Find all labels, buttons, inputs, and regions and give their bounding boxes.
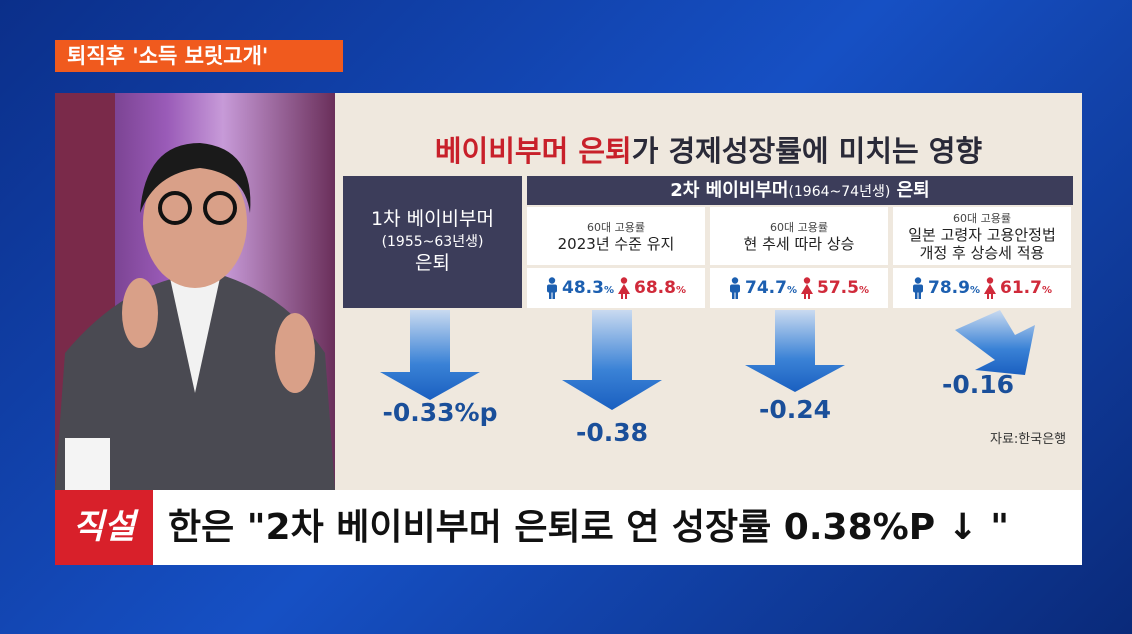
female-rate: 68.8% (634, 278, 686, 298)
header-main: 2차 베이비부머 (670, 180, 789, 201)
scenario-label: 현 추세 따라 상승 (743, 235, 855, 253)
stats-box: 78.9% 61.7% (893, 268, 1071, 308)
male-value: 78.9 (928, 278, 970, 298)
male-icon (730, 277, 741, 299)
male-value: 48.3 (562, 278, 604, 298)
scenario-box: 60대 고용률 2023년 수준 유지 (527, 207, 705, 265)
effect-value: -0.33%p (382, 398, 498, 427)
first-gen-line: (1955~63년생) (381, 233, 484, 250)
male-unit: % (786, 285, 797, 296)
female-rate: 57.5% (817, 278, 869, 298)
scenario-small: 60대 고용률 (587, 221, 645, 234)
effect-value: -0.16 (941, 370, 1015, 399)
presenter (55, 93, 335, 490)
scenario-box: 60대 고용률 현 추세 따라 상승 (710, 207, 888, 265)
scenario-label: 2023년 수준 유지 (557, 235, 675, 253)
scenario-box: 60대 고용률 일본 고령자 고용안정법 개정 후 상승세 적용 (893, 207, 1071, 265)
male-value: 74.7 (745, 278, 787, 298)
scenario-label: 개정 후 상승세 적용 (919, 244, 1045, 262)
topic-tag: 퇴직후 '소득 보릿고개' (55, 40, 343, 72)
stats-box: 74.7% 57.5% (710, 268, 888, 308)
source: 자료:한국은행 (990, 432, 1067, 447)
female-unit: % (1041, 285, 1052, 296)
female-value: 61.7 (1000, 278, 1042, 298)
headline-text: 한은 "2차 베이비부머 은퇴로 연 성장률 0.38%P ↓ " (168, 507, 1010, 548)
arrows (380, 310, 1035, 410)
female-icon (801, 277, 813, 299)
effect-value: -0.24 (758, 395, 832, 424)
header-end: 은퇴 (896, 180, 930, 201)
male-icon (547, 277, 558, 299)
male-rate: 78.9% (928, 278, 980, 298)
stats-box: 48.3% 68.8% (527, 268, 705, 308)
male-rate: 48.3% (562, 278, 614, 298)
scenario-label: 일본 고령자 고용안정법 (908, 226, 1056, 244)
female-unit: % (858, 285, 869, 296)
female-icon (984, 277, 996, 299)
male-rate: 74.7% (745, 278, 797, 298)
male-unit: % (969, 285, 980, 296)
header-years: (1964~74년생) (788, 184, 891, 200)
first-gen-box: 1차 베이비부머 (1955~63년생) 은퇴 (343, 176, 522, 308)
second-gen-header: 2차 베이비부머(1964~74년생) 은퇴 (527, 176, 1073, 205)
first-gen-line: 은퇴 (415, 252, 450, 275)
title-highlight: 베이비부머 은퇴 (434, 134, 632, 168)
female-rate: 61.7% (1000, 278, 1052, 298)
female-value: 57.5 (817, 278, 859, 298)
female-icon (618, 277, 630, 299)
headline-bar (55, 490, 1082, 565)
program-logo: 직설 (55, 490, 153, 565)
female-value: 68.8 (634, 278, 676, 298)
first-gen-line: 1차 베이비부머 (370, 207, 494, 230)
title-rest: 가 경제성장률에 미치는 영향 (631, 134, 983, 168)
male-unit: % (603, 285, 614, 296)
studio-video (55, 93, 335, 490)
scenario-small: 60대 고용률 (770, 221, 828, 234)
infographic-title: 베이비부머 은퇴가 경제성장률에 미치는 영향 (335, 128, 1082, 170)
male-icon (913, 277, 924, 299)
scenario-small: 60대 고용률 (953, 212, 1011, 225)
effect-value: -0.38 (575, 418, 649, 447)
female-unit: % (675, 285, 686, 296)
